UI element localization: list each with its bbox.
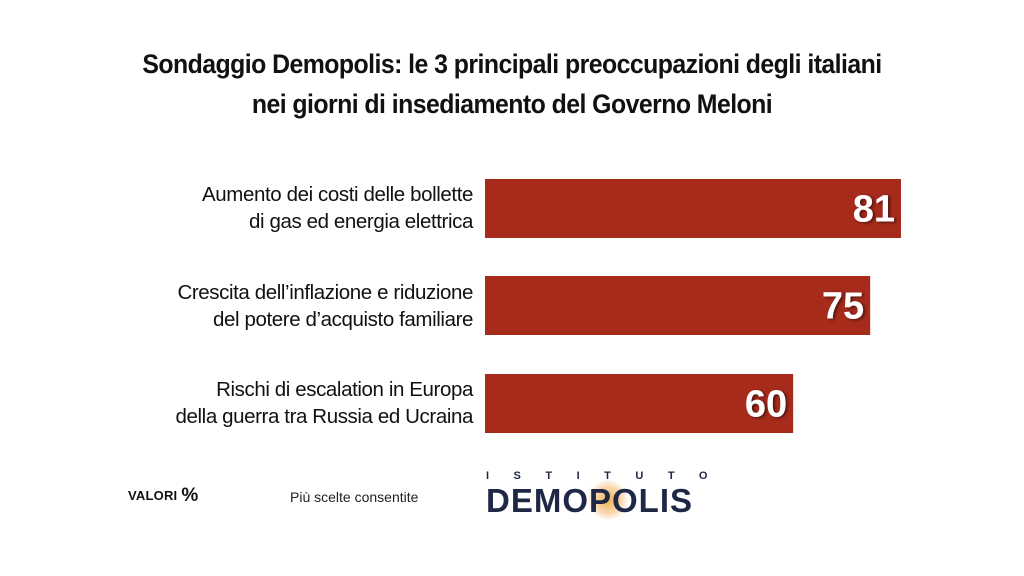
multiple-choice-note: Più scelte consentite: [290, 489, 419, 505]
bar-1: [485, 179, 901, 238]
bar-3: [485, 374, 794, 433]
bar-value-label-2: 75: [822, 286, 864, 328]
chart-title-line-2: nei giorni di insediamento del Governo M…: [251, 89, 773, 119]
logo-glow: [586, 480, 630, 520]
category-label-2-line-1: Crescita dell’inflazione e riduzione: [177, 281, 473, 304]
bar-value-label-3: 60: [745, 384, 787, 426]
logo-main-text: DEMOPOLIS: [486, 482, 694, 519]
category-label-1-line-1: Aumento dei costi delle bollette: [202, 183, 473, 206]
values-label: VALORI: [128, 488, 178, 503]
logo-top-text: ISTITUTO: [486, 470, 732, 482]
category-label-3: Rischi di escalation in Europa della gue…: [53, 376, 474, 430]
category-label-3-line-1: Rischi di escalation in Europa: [216, 378, 473, 401]
demopolis-logo: ISTITUTO DEMOPOLIS: [486, 470, 756, 520]
chart-title: Sondaggio Demopolis: le 3 principali pre…: [41, 44, 983, 124]
values-unit-note: VALORI%: [128, 484, 198, 506]
category-label-3-line-2: della guerra tra Russia ed Ucraina: [175, 405, 474, 428]
category-label-1: Aumento dei costi delle bollette di gas …: [53, 181, 473, 235]
bar-value-label-1: 81: [853, 189, 895, 231]
values-unit: %: [181, 485, 199, 506]
chart-title-line-1: Sondaggio Demopolis: le 3 principali pre…: [142, 49, 882, 79]
category-label-2-line-2: del potere d’acquisto familiare: [213, 308, 473, 331]
category-label-2: Crescita dell’inflazione e riduzione del…: [53, 279, 473, 333]
bar-2: [485, 276, 871, 335]
category-label-1-line-2: di gas ed energia elettrica: [249, 210, 473, 233]
